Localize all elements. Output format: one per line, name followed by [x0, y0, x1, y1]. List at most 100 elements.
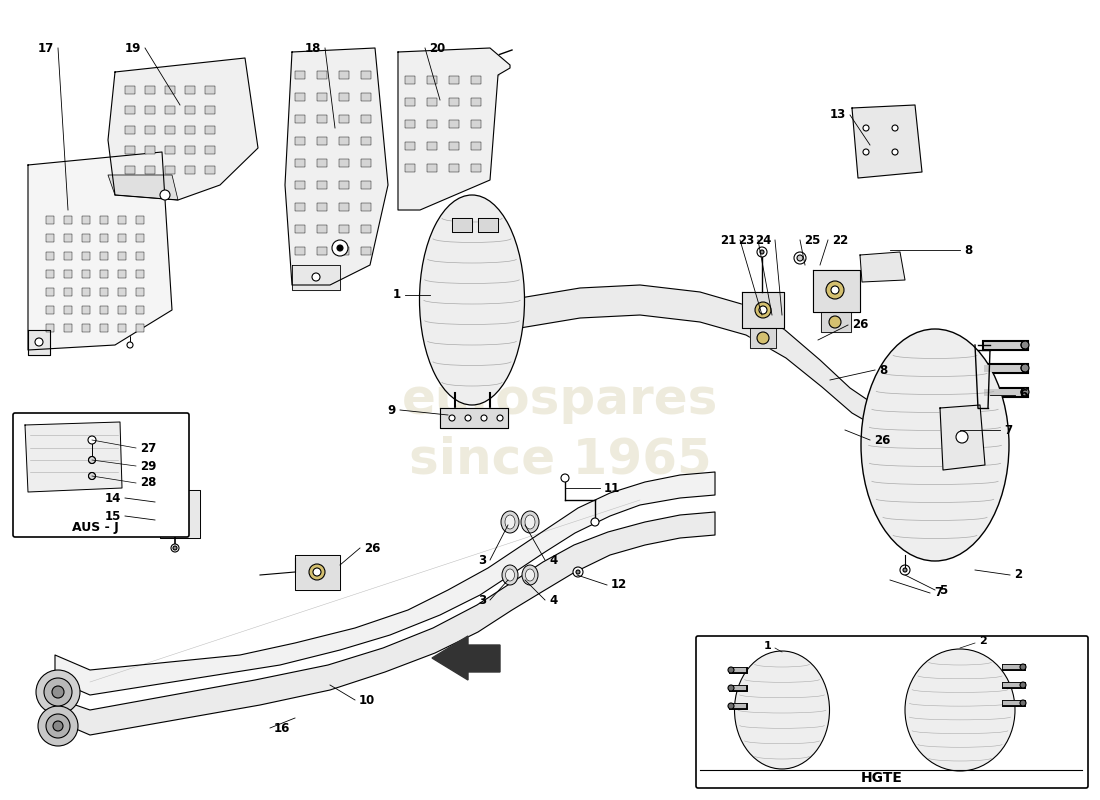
- Ellipse shape: [525, 515, 535, 529]
- Circle shape: [173, 546, 177, 550]
- Ellipse shape: [521, 511, 539, 533]
- Bar: [145, 126, 155, 134]
- Ellipse shape: [505, 515, 515, 529]
- Bar: [361, 71, 371, 79]
- Bar: [82, 252, 90, 260]
- Polygon shape: [700, 292, 746, 335]
- Bar: [295, 247, 305, 255]
- Bar: [471, 120, 481, 128]
- Bar: [361, 225, 371, 233]
- Text: 8: 8: [879, 363, 888, 377]
- Bar: [64, 216, 72, 224]
- Bar: [118, 288, 127, 296]
- Text: 14: 14: [104, 491, 121, 505]
- Text: AUS - J: AUS - J: [72, 521, 119, 534]
- Circle shape: [900, 565, 910, 575]
- Text: 29: 29: [140, 459, 156, 473]
- Bar: [471, 98, 481, 106]
- Bar: [46, 306, 54, 314]
- Circle shape: [44, 678, 72, 706]
- Circle shape: [760, 250, 764, 254]
- Circle shape: [892, 149, 898, 155]
- Bar: [136, 324, 144, 332]
- Circle shape: [312, 273, 320, 281]
- Polygon shape: [108, 58, 258, 200]
- Bar: [136, 288, 144, 296]
- Polygon shape: [452, 218, 472, 232]
- Polygon shape: [750, 328, 776, 348]
- Text: 18: 18: [305, 42, 321, 54]
- Text: eurospares
since 1965: eurospares since 1965: [402, 376, 718, 484]
- Polygon shape: [440, 408, 508, 428]
- Polygon shape: [813, 270, 860, 312]
- Text: 8: 8: [964, 243, 972, 257]
- Circle shape: [956, 431, 968, 443]
- FancyBboxPatch shape: [13, 413, 189, 537]
- Polygon shape: [874, 405, 893, 433]
- Ellipse shape: [735, 651, 829, 769]
- Bar: [145, 166, 155, 174]
- Bar: [136, 234, 144, 242]
- Ellipse shape: [526, 569, 535, 581]
- Text: 6: 6: [1019, 389, 1027, 402]
- Bar: [118, 216, 127, 224]
- Polygon shape: [742, 292, 784, 328]
- Bar: [118, 270, 127, 278]
- Circle shape: [561, 474, 569, 482]
- Polygon shape: [820, 360, 852, 413]
- Bar: [339, 247, 349, 255]
- Ellipse shape: [502, 565, 518, 585]
- Circle shape: [170, 544, 179, 552]
- FancyBboxPatch shape: [696, 636, 1088, 788]
- Text: HGTE: HGTE: [861, 771, 903, 785]
- Polygon shape: [745, 305, 786, 358]
- Circle shape: [573, 567, 583, 577]
- Bar: [145, 106, 155, 114]
- Polygon shape: [108, 175, 178, 200]
- Bar: [118, 252, 127, 260]
- Bar: [317, 71, 327, 79]
- Bar: [46, 234, 54, 242]
- Polygon shape: [860, 252, 905, 282]
- Bar: [64, 324, 72, 332]
- Circle shape: [1020, 700, 1026, 706]
- Circle shape: [755, 302, 771, 318]
- Bar: [405, 120, 415, 128]
- Bar: [118, 306, 127, 314]
- Bar: [64, 288, 72, 296]
- Bar: [317, 181, 327, 189]
- Text: 28: 28: [140, 477, 156, 490]
- Polygon shape: [940, 405, 984, 470]
- Circle shape: [728, 667, 734, 673]
- Bar: [339, 71, 349, 79]
- Circle shape: [88, 457, 96, 463]
- Bar: [205, 106, 214, 114]
- Circle shape: [757, 247, 767, 257]
- Bar: [361, 203, 371, 211]
- Bar: [118, 234, 127, 242]
- Bar: [361, 137, 371, 145]
- Text: 3: 3: [477, 594, 486, 606]
- Polygon shape: [640, 285, 700, 322]
- Bar: [136, 252, 144, 260]
- Polygon shape: [285, 48, 388, 285]
- Bar: [100, 252, 108, 260]
- Bar: [339, 137, 349, 145]
- Bar: [317, 225, 327, 233]
- Text: 26: 26: [364, 542, 381, 554]
- Text: 19: 19: [124, 42, 141, 54]
- Bar: [46, 270, 54, 278]
- Bar: [100, 234, 108, 242]
- Bar: [82, 288, 90, 296]
- Bar: [339, 225, 349, 233]
- Circle shape: [170, 476, 179, 484]
- Text: 3: 3: [477, 554, 486, 566]
- Polygon shape: [478, 218, 498, 232]
- Bar: [165, 86, 175, 94]
- Text: 25: 25: [804, 234, 821, 246]
- Bar: [100, 288, 108, 296]
- Circle shape: [46, 714, 70, 738]
- Bar: [118, 324, 127, 332]
- Bar: [405, 76, 415, 84]
- Text: 11: 11: [604, 482, 620, 494]
